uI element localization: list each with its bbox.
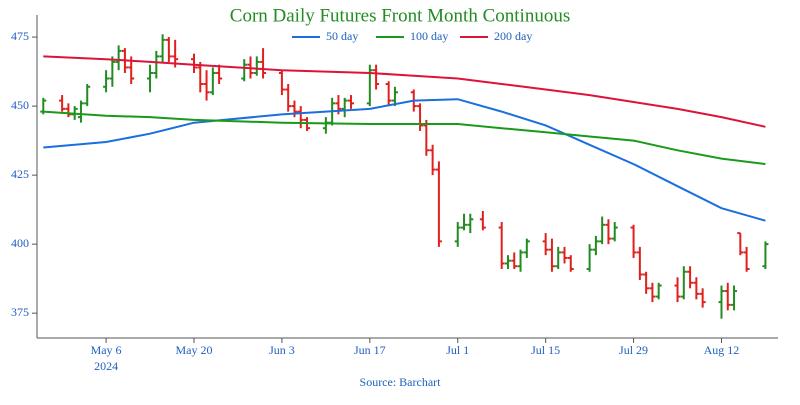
x-tick-label: May 20 bbox=[175, 343, 212, 357]
x-tick-label: May 6 bbox=[91, 343, 122, 357]
chart-title: Corn Daily Futures Front Month Continuou… bbox=[230, 5, 570, 26]
legend-label: 50 day bbox=[326, 29, 358, 43]
x-tick-label: Jul 29 bbox=[619, 343, 648, 357]
y-tick-label: 450 bbox=[11, 98, 29, 112]
y-tick-label: 375 bbox=[11, 305, 29, 319]
source-note: Source: Barchart bbox=[360, 375, 442, 389]
ma-line bbox=[43, 55, 766, 128]
x-tick-label: Aug 12 bbox=[704, 343, 740, 357]
x-tick-label: Jun 3 bbox=[269, 343, 295, 357]
legend-label: 100 day bbox=[410, 29, 448, 43]
ma-line bbox=[43, 110, 766, 166]
x-tick-label: Jul 1 bbox=[446, 343, 469, 357]
ma-line bbox=[43, 98, 766, 222]
x-tick-sublabel: 2024 bbox=[94, 359, 118, 373]
y-tick-label: 475 bbox=[11, 29, 29, 43]
y-tick-label: 425 bbox=[11, 167, 29, 181]
legend-label: 200 day bbox=[494, 29, 532, 43]
y-tick-label: 400 bbox=[11, 236, 29, 250]
x-tick-label: Jun 17 bbox=[354, 343, 386, 357]
x-tick-label: Jul 15 bbox=[531, 343, 560, 357]
